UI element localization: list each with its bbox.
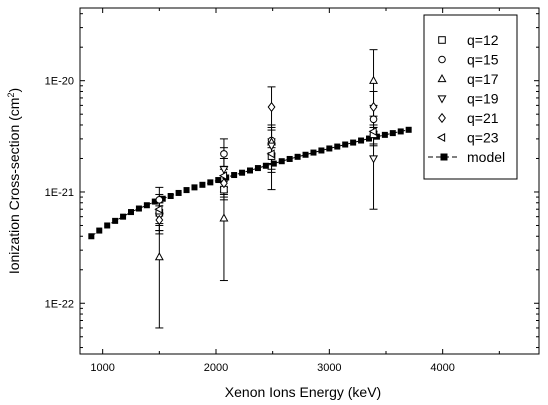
- x-tick-label: 2000: [204, 362, 228, 374]
- data-point-q-19: [219, 166, 229, 175]
- model-point: [231, 172, 238, 179]
- model-point: [254, 165, 261, 172]
- model-point: [120, 213, 127, 220]
- data-point-q-19: [267, 142, 277, 151]
- model-point: [135, 205, 142, 212]
- model-point: [342, 141, 349, 148]
- legend-label-q-21: q=21: [467, 110, 499, 126]
- model-point: [175, 189, 182, 196]
- model-point: [88, 233, 95, 240]
- model-point: [302, 151, 309, 158]
- data-point-q-17: [369, 75, 379, 84]
- legend-label-q-12: q=12: [467, 32, 499, 48]
- data-point-q-23: [218, 171, 228, 181]
- model-point: [167, 193, 174, 200]
- model-point: [278, 158, 285, 165]
- x-tick-label: 3000: [317, 362, 341, 374]
- data-point-q-23: [368, 126, 377, 136]
- axis-ticks: 1000 2000 3000 4000 1E-22 1E-21 1E-20: [45, 8, 539, 374]
- model-point: [294, 153, 301, 160]
- data-points: [154, 75, 379, 261]
- legend-swatch-q-21: [438, 112, 446, 124]
- data-point-q-15: [220, 150, 228, 158]
- model-point: [358, 137, 365, 144]
- legend-swatch-q-17: [437, 74, 447, 83]
- data-point-q-17: [154, 252, 164, 261]
- model-point: [96, 227, 103, 234]
- model-point: [191, 184, 198, 191]
- legend: q=12 q=15 q=17 q=19 q=21 q=23 model: [423, 14, 518, 180]
- y-tick-label: 1E-21: [45, 187, 74, 199]
- model-point: [366, 135, 372, 142]
- legend-label-q-17: q=17: [467, 71, 499, 87]
- model-point: [270, 160, 277, 167]
- x-tick-label: 1000: [90, 362, 114, 374]
- legend-swatch-model: [440, 153, 448, 161]
- model-point: [318, 147, 325, 154]
- data-point-q-21: [155, 214, 164, 226]
- data-point-q-17: [219, 213, 229, 222]
- model-point: [112, 217, 119, 224]
- model-point: [310, 149, 317, 156]
- legend-swatch-q-12: [438, 36, 446, 44]
- model-point: [247, 167, 253, 174]
- x-tick-label: 4000: [430, 362, 454, 374]
- model-point: [286, 155, 293, 162]
- data-point-q-15: [155, 196, 164, 204]
- model-point: [104, 222, 111, 229]
- data-point-q-15: [369, 115, 378, 124]
- legend-label-q-23: q=23: [467, 130, 499, 146]
- data-point-q-21: [267, 101, 276, 113]
- model-point: [151, 198, 158, 205]
- data-point-q-21: [369, 101, 378, 113]
- model-point: [326, 145, 333, 152]
- model-point: [405, 126, 412, 133]
- model-point: [381, 131, 388, 138]
- model-point: [183, 187, 190, 194]
- legend-swatch-q-19: [437, 95, 447, 104]
- legend-swatch-q-23: [437, 133, 446, 142]
- model-series: [88, 126, 412, 240]
- model-point: [239, 169, 246, 176]
- legend-swatch-q-15: [438, 55, 446, 64]
- data-point-q-23: [266, 149, 275, 159]
- model-point: [397, 128, 404, 135]
- y-tick-label: 1E-22: [45, 298, 74, 310]
- x-axis-title: Xenon Ions Energy (keV): [225, 384, 381, 400]
- legend-label-model: model: [467, 149, 505, 165]
- model-point: [389, 130, 396, 137]
- y-axis-title: Ionization Cross-section (cm2): [6, 88, 22, 274]
- data-point-q-21: [220, 178, 228, 189]
- y-tick-label: 1E-20: [45, 76, 74, 88]
- model-point: [262, 162, 269, 169]
- data-point-q-19: [369, 155, 379, 164]
- model-point: [207, 179, 214, 186]
- legend-label-q-15: q=15: [467, 52, 499, 68]
- model-point: [128, 209, 134, 216]
- data-point-q-23: [154, 204, 163, 214]
- model-point: [143, 202, 150, 209]
- model-point: [199, 181, 206, 188]
- model-point: [334, 143, 341, 150]
- model-point: [215, 177, 222, 184]
- model-point: [350, 139, 357, 146]
- legend-label-q-19: q=19: [467, 91, 499, 107]
